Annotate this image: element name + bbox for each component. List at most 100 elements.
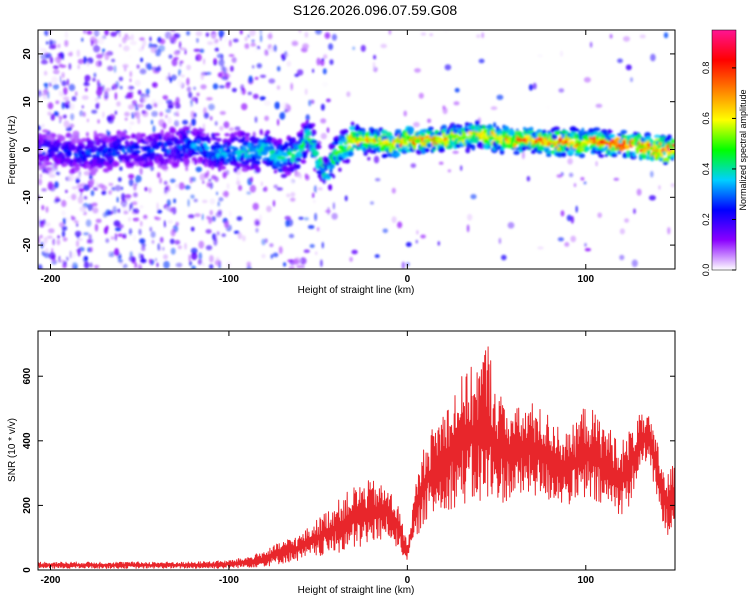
heatmap-noise-cell [38,90,42,98]
heatmap-noise-cell [444,64,452,71]
heatmap-ridge-cell [245,135,250,141]
heatmap-noise-cell [86,118,89,123]
heatmap-ridge-cell [432,146,436,150]
heatmap-noise-cell [259,74,267,79]
heatmap-noise-cell [58,90,62,97]
heatmap-noise-cell [145,103,153,110]
heatmap-ridge-cell [148,136,154,143]
heatmap-ridge-cell [311,123,316,127]
heatmap-ridge-cell [183,159,190,165]
heatmap-noise-cell [274,101,281,110]
heatmap-noise-cell [86,61,90,67]
heatmap-noise-cell [370,201,374,205]
heatmap-noise-cell [111,86,114,91]
heatmap-ridge-cell [551,133,558,140]
heatmap-noise-cell [211,216,216,222]
heatmap-noise-cell [97,119,100,124]
heatmap-noise-cell [221,53,224,61]
heatmap-ridge-cell [91,167,99,173]
heatmap-ridge-cell [172,162,180,168]
heatmap-noise-cell [320,132,327,140]
heatmap-ridge-cell [192,151,200,156]
heatmap-noise-cell [189,130,192,135]
heatmap-noise-cell [69,103,75,111]
heatmap-noise-cell [188,254,191,262]
heatmap-ridge-cell [102,168,109,173]
heatmap-noise-cell [82,255,88,263]
heatmap-noise-cell [175,221,179,226]
heatmap-noise-cell [238,185,243,191]
heatmap-ridge-cell [176,158,180,164]
heatmap-noise-cell [256,63,262,69]
heatmap-ridge-cell [336,150,344,155]
heatmap-noise-cell [106,129,109,138]
heatmap-noise-cell [219,111,226,115]
heatmap-noise-cell [234,126,241,131]
heatmap-noise-cell [221,233,226,237]
heatmap-noise-cell [56,239,61,246]
heatmap-noise-cell [132,208,136,212]
heatmap-noise-cell [501,254,507,261]
heatmap-noise-cell [38,178,43,186]
heatmap-noise-cell [410,163,417,169]
heatmap-noise-cell [163,180,168,185]
heatmap-noise-cell [391,187,396,194]
heatmap-noise-cell [65,104,71,109]
heatmap-noise-cell [202,262,205,266]
heatmap-ridge-cell [140,133,146,138]
heatmap-noise-cell [61,92,64,97]
heatmap-noise-cell [316,57,321,66]
heatmap-noise-cell [186,64,192,71]
heatmap-noise-cell [443,30,449,34]
heatmap-noise-cell [86,30,93,35]
heatmap-noise-cell [209,182,214,190]
heatmap-noise-cell [442,107,448,115]
heatmap-noise-cell [560,210,565,217]
heatmap-noise-cell [219,125,224,131]
heatmap-noise-cell [144,187,148,192]
heatmap-noise-cell [179,47,187,51]
heatmap-ridge-cell [62,155,66,160]
heatmap-noise-cell [630,77,633,83]
heatmap-noise-cell [203,112,209,119]
spectrogram-y-axis: -20 -10 0 10 20 [22,48,675,252]
colorbar-tick-label: 0.8 [701,62,711,75]
heatmap-noise-cell [237,232,243,240]
heatmap-ridge-cell [641,153,648,160]
heatmap-noise-cell [238,90,242,96]
heatmap-noise-cell [110,236,115,240]
heatmap-noise-cell [127,85,134,91]
heatmap-noise-cell [460,165,463,171]
x-tick-label: -200 [40,274,60,285]
heatmap-noise-cell [298,30,302,34]
heatmap-noise-cell [252,202,259,211]
heatmap-ridge-cell [82,157,87,162]
heatmap-noise-cell [316,227,320,232]
heatmap-ridge-cell [93,130,98,136]
heatmap-ridge-cell [581,127,585,134]
heatmap-ridge-cell [181,147,186,154]
heatmap-noise-cell [43,243,47,247]
heatmap-noise-cell [244,36,248,42]
heatmap-noise-cell [148,258,152,264]
heatmap-noise-cell [568,172,574,178]
heatmap-noise-cell [195,55,198,61]
heatmap-noise-cell [189,260,192,266]
heatmap-ridge-cell [55,142,63,146]
heatmap-noise-cell [124,194,132,199]
heatmap-noise-cell [215,256,220,262]
colorbar-ticks: 0.0 0.2 0.4 0.6 0.8 [701,62,736,276]
heatmap-ridge-cell [169,127,177,134]
heatmap-noise-cell [137,103,144,108]
heatmap-noise-cell [490,106,498,111]
heatmap-noise-cell [63,96,70,101]
heatmap-noise-cell [150,119,154,125]
heatmap-noise-cell [51,259,57,265]
heatmap-ridge-cell [74,153,79,159]
heatmap-ridge-cell [114,161,120,167]
heatmap-noise-cell [101,51,105,57]
heatmap-ridge-cell [624,143,631,150]
heatmap-noise-cell [241,103,248,111]
heatmap-noise-cell [521,151,526,160]
heatmap-noise-cell [149,36,152,42]
